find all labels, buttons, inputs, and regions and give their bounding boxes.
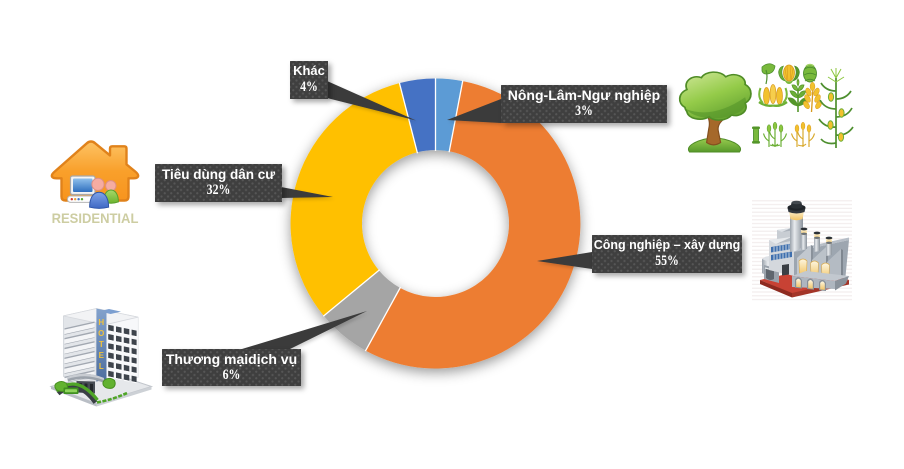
svg-text:O: O bbox=[98, 329, 104, 338]
svg-text:L: L bbox=[99, 362, 104, 371]
svg-text:E: E bbox=[99, 351, 105, 360]
svg-text:H: H bbox=[98, 318, 104, 327]
svg-text:T: T bbox=[99, 340, 104, 349]
